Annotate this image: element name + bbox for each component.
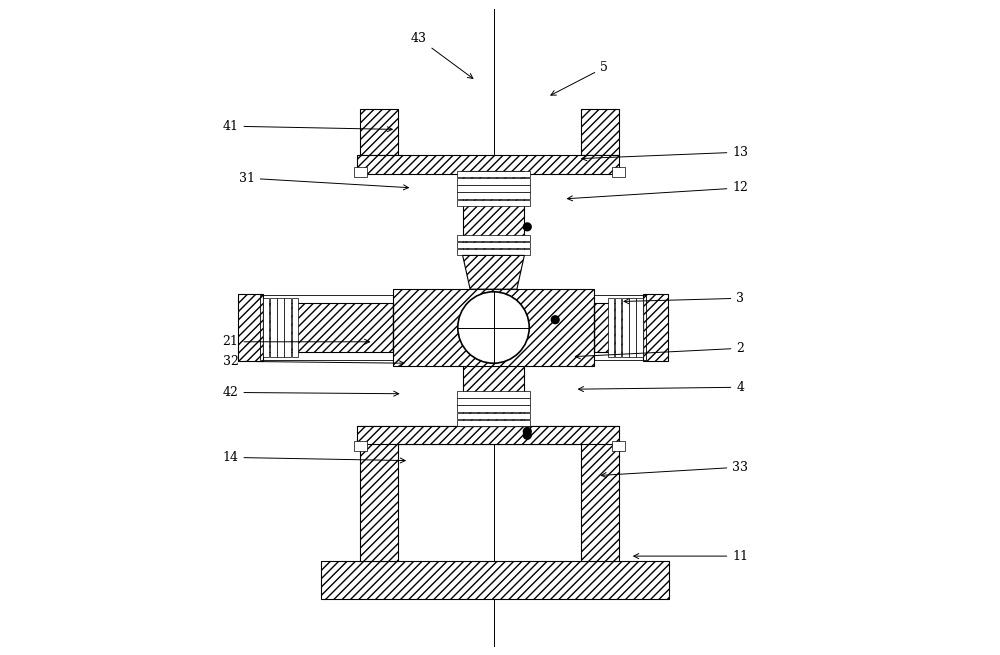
Bar <box>591 295 646 360</box>
Text: 14: 14 <box>222 451 405 464</box>
Text: 33: 33 <box>601 460 748 477</box>
Bar <box>263 297 269 358</box>
Bar <box>277 297 284 358</box>
Text: 2: 2 <box>575 342 744 359</box>
Polygon shape <box>463 255 524 290</box>
Bar <box>612 441 625 451</box>
Circle shape <box>458 291 529 364</box>
Circle shape <box>523 432 531 440</box>
Circle shape <box>551 316 559 324</box>
Bar <box>457 178 530 185</box>
Bar <box>354 167 367 177</box>
Bar <box>360 109 398 155</box>
Bar <box>594 303 643 352</box>
Bar <box>457 391 530 398</box>
Bar <box>457 193 530 199</box>
Bar <box>457 342 530 348</box>
Bar <box>457 398 530 405</box>
Text: 43: 43 <box>411 32 473 79</box>
Bar <box>457 171 530 178</box>
Bar <box>292 297 298 358</box>
Bar <box>457 405 530 412</box>
Bar <box>357 155 619 174</box>
Bar <box>612 167 625 177</box>
Bar <box>622 297 629 358</box>
Bar <box>608 297 614 358</box>
Bar <box>238 293 263 362</box>
Bar <box>457 200 530 206</box>
Text: 31: 31 <box>239 172 408 190</box>
Bar <box>357 426 619 444</box>
Text: 5: 5 <box>551 61 608 95</box>
Text: 4: 4 <box>579 381 744 394</box>
Bar <box>457 234 530 241</box>
Bar <box>260 295 396 360</box>
Bar <box>354 441 367 451</box>
Bar <box>360 441 398 561</box>
Bar <box>629 297 636 358</box>
Circle shape <box>523 223 531 231</box>
Bar <box>463 342 524 426</box>
Text: 11: 11 <box>634 550 748 563</box>
Polygon shape <box>463 308 524 342</box>
Text: 13: 13 <box>582 145 748 160</box>
Text: 32: 32 <box>223 355 404 367</box>
Bar <box>457 185 530 192</box>
Bar <box>463 171 524 255</box>
Bar <box>457 413 530 419</box>
Text: 41: 41 <box>222 120 392 133</box>
Bar <box>457 356 530 363</box>
Bar <box>581 109 619 155</box>
Bar <box>263 303 393 352</box>
Bar <box>393 289 594 366</box>
Text: 21: 21 <box>223 335 369 348</box>
Bar <box>457 249 530 255</box>
Circle shape <box>523 428 531 436</box>
Bar <box>284 297 291 358</box>
Text: 3: 3 <box>624 291 744 305</box>
Bar <box>321 561 669 599</box>
Bar <box>643 293 668 362</box>
Bar <box>457 242 530 248</box>
Bar <box>636 297 643 358</box>
Text: 12: 12 <box>568 181 748 201</box>
Bar <box>457 349 530 356</box>
Bar <box>615 297 621 358</box>
Bar <box>270 297 277 358</box>
Bar <box>581 441 619 561</box>
Text: 42: 42 <box>223 386 399 399</box>
Bar <box>457 420 530 426</box>
